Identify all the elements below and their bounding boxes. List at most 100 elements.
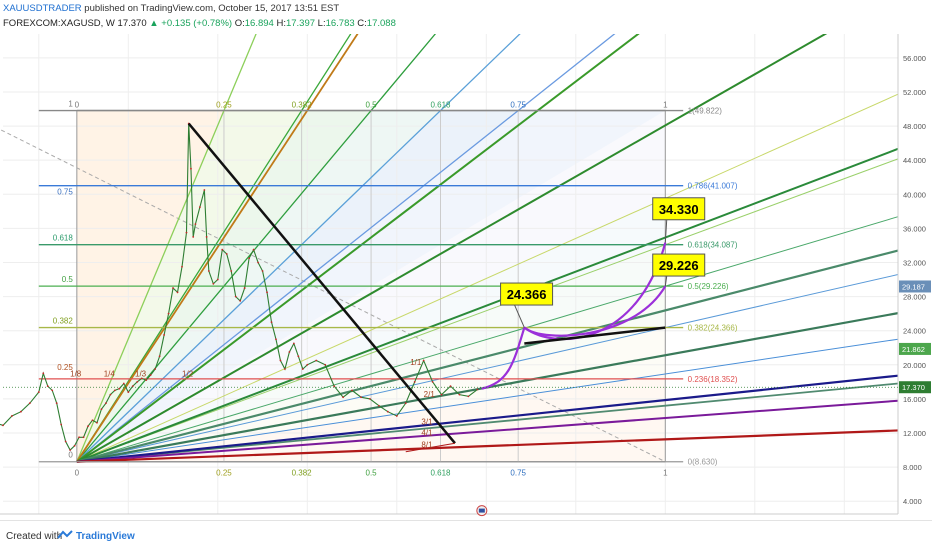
price-point — [194, 223, 197, 226]
price-point — [60, 423, 63, 426]
price-point — [230, 270, 233, 272]
y-tick-label: 28.000 — [903, 293, 926, 302]
fib-level-label: 0(8.630) — [688, 458, 718, 467]
price-tag-label: 21.862 — [902, 345, 925, 354]
fan-bottom-label: 1 — [663, 469, 668, 478]
gann-label: 1/4 — [104, 370, 116, 379]
price-chart[interactable]: 0(8.630) 0.236(18.352) 0.382(24.366) 0.5(29… — [0, 0, 932, 520]
price-point — [113, 389, 116, 392]
price-point — [149, 374, 152, 376]
callout-pointer — [514, 304, 525, 328]
x-axis-labels — [0, 510, 932, 522]
y-tick-label: 24.000 — [903, 327, 926, 336]
fan-top-label: 0.75 — [510, 101, 526, 110]
fan-bottom-label: 0.5 — [366, 469, 378, 478]
price-tag — [899, 381, 931, 394]
fan-top-label: 0.25 — [216, 101, 232, 110]
y-tick-label: 20.000 — [903, 361, 926, 370]
fan-bottom-label: 0.618 — [430, 469, 451, 478]
fan-bottom-label: 0 — [75, 469, 80, 478]
fan-left-label: 1 — [68, 100, 73, 109]
y-tick-label: 12.000 — [903, 429, 926, 438]
last-price: 17.370 — [117, 18, 147, 29]
price-point — [118, 387, 121, 390]
price-point — [413, 380, 416, 383]
price-point — [243, 287, 246, 289]
fan-top-label: 0.618 — [430, 101, 451, 110]
callout-box — [500, 282, 554, 306]
callout-label: 24.366 — [507, 287, 547, 302]
y-tick-label: 44.000 — [903, 156, 926, 165]
fan-left-label: 0.618 — [53, 234, 74, 243]
price-point — [261, 270, 264, 272]
y-tick-label: 52.000 — [903, 88, 926, 97]
downtrend-line — [187, 122, 456, 445]
price-point — [248, 257, 251, 260]
chart-area[interactable]: 0(8.630) 0.236(18.352) 0.382(24.366) 0.5(29… — [0, 0, 932, 520]
gann-ray — [76, 147, 899, 463]
gann-ray — [76, 0, 381, 463]
price-point — [78, 436, 80, 439]
callout-box — [652, 197, 706, 221]
price-point — [203, 189, 206, 191]
y-tick-label: 36.000 — [903, 224, 926, 233]
price-tag — [899, 280, 931, 293]
price-point — [207, 270, 210, 272]
gann-label: 1/2 — [182, 370, 194, 379]
fan-ray — [76, 93, 899, 463]
gann-ray — [76, 429, 899, 463]
y-tick-label: 32.000 — [903, 258, 926, 267]
price-series-line — [0, 123, 478, 451]
price-point — [440, 393, 443, 396]
price-point — [2, 424, 4, 427]
price-point — [109, 393, 112, 396]
price-point — [42, 372, 45, 375]
symbol-label[interactable]: FOREXCOM:XAGUSD, W — [3, 18, 115, 29]
high-value: 17.397 — [285, 18, 316, 29]
chart-header-line2: FOREXCOM:XAGUSD, W 17.370 ▲ +0.135 (+0.7… — [3, 18, 396, 29]
price-point — [275, 338, 277, 341]
change-value: +0.135 (+0.78%) — [161, 18, 233, 29]
fan-ray — [76, 216, 899, 463]
price-point — [190, 167, 192, 170]
projection-path — [481, 327, 526, 390]
price-point — [360, 396, 362, 399]
created-with-text: Created with — [6, 531, 63, 542]
gann-ray — [76, 0, 887, 463]
y-tick-label: 4.000 — [903, 497, 922, 506]
low-label: L: — [317, 18, 326, 29]
price-point — [216, 278, 219, 281]
author-link[interactable]: XAUUSDTRADER — [3, 3, 82, 14]
price-point — [342, 396, 344, 399]
fan-ray — [76, 0, 659, 463]
price-point — [476, 388, 479, 391]
price-point — [270, 321, 273, 324]
close-value: 17.088 — [366, 18, 396, 29]
price-point — [404, 402, 407, 405]
price-tag-label: 29.187 — [902, 282, 925, 291]
fan-top-label: 1 — [663, 101, 668, 110]
price-tag-label: 17.370 — [902, 383, 925, 392]
callout-label: 29.226 — [659, 258, 699, 273]
tradingview-brand[interactable]: TradingView — [76, 531, 135, 542]
price-point — [145, 379, 148, 382]
fib-level-label: 1(49.822) — [688, 107, 723, 116]
price-point — [458, 393, 461, 396]
gann-ray — [76, 249, 899, 463]
chart-header-line1: XAUUSDTRADER published on TradingView.co… — [3, 3, 339, 14]
footer: Created with TradingView — [0, 520, 932, 551]
price-point — [395, 415, 398, 417]
diagonal-dashed-line — [0, 128, 666, 463]
price-point — [37, 391, 40, 393]
gann-label: 8/1 — [421, 440, 433, 449]
price-point — [28, 402, 31, 405]
price-tag — [899, 342, 931, 355]
price-point — [378, 404, 380, 407]
price-point — [288, 351, 291, 353]
gann-label: 2/1 — [424, 390, 436, 399]
fib-level-label: 0.382(24.366) — [688, 324, 738, 333]
gann-label: 4/1 — [421, 429, 433, 438]
price-point — [252, 248, 255, 251]
price-point — [199, 206, 201, 208]
price-point — [449, 385, 452, 388]
